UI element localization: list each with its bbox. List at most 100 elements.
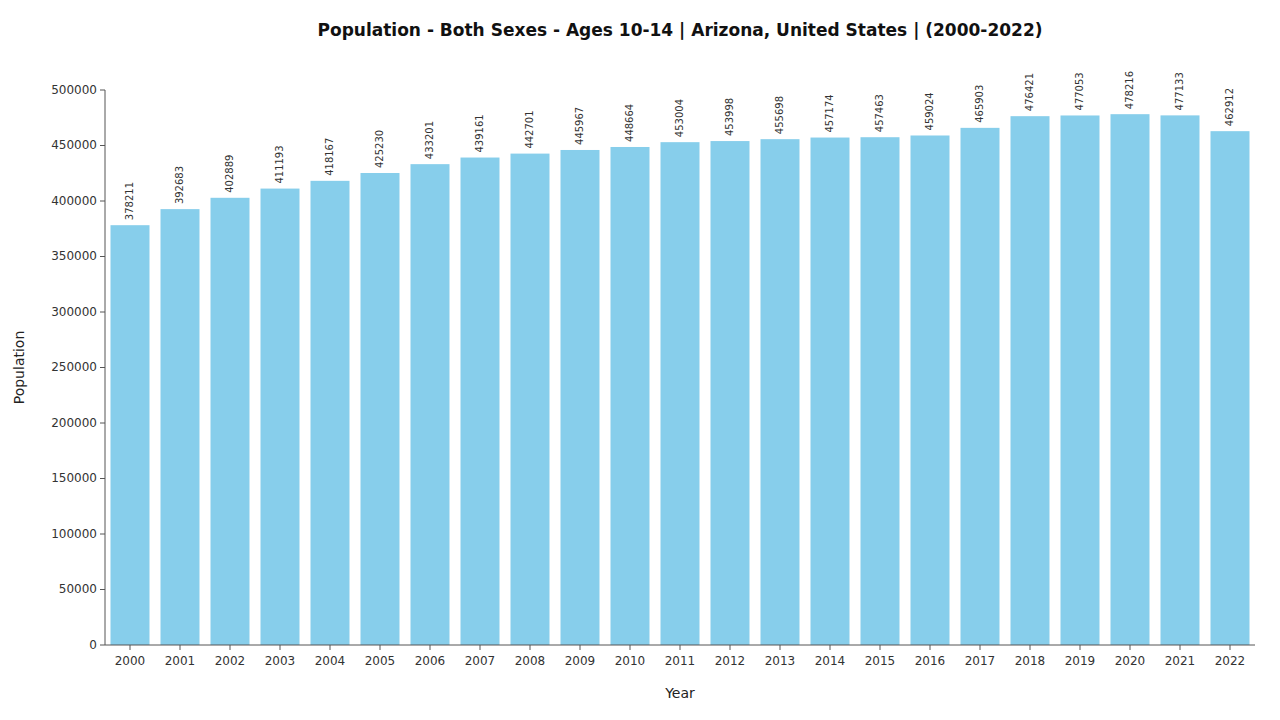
bar: [861, 137, 900, 645]
y-tick: [100, 589, 105, 590]
y-tick: [100, 423, 105, 424]
data-labels: 3782113926834028894111934181674252304332…: [124, 71, 1235, 220]
bar: [961, 128, 1000, 645]
y-tick: [100, 645, 105, 646]
x-tick: [380, 645, 381, 650]
x-tick: [530, 645, 531, 650]
x-tick-label: 2018: [1015, 654, 1046, 668]
y-tick-label: 500000: [51, 83, 97, 97]
y-tick-label: 350000: [51, 249, 97, 263]
data-label: 477053: [1074, 72, 1085, 110]
bar: [1061, 115, 1100, 645]
data-label: 453004: [674, 99, 685, 137]
bar: [461, 158, 500, 645]
x-tick: [980, 645, 981, 650]
x-tick: [1130, 645, 1131, 650]
chart-container: 0500001000001500002000002500003000003500…: [0, 0, 1280, 720]
y-tick: [100, 478, 105, 479]
y-tick: [100, 256, 105, 257]
data-label: 433201: [424, 121, 435, 159]
x-tick-label: 2004: [315, 654, 346, 668]
bar: [161, 209, 200, 645]
x-tick-label: 2000: [115, 654, 146, 668]
x-tick-label: 2010: [615, 654, 646, 668]
x-tick: [430, 645, 431, 650]
data-label: 457174: [824, 94, 835, 132]
x-tick-label: 2021: [1165, 654, 1196, 668]
x-tick-label: 2022: [1215, 654, 1246, 668]
bar: [1111, 114, 1150, 645]
bar: [561, 150, 600, 645]
data-label: 462912: [1224, 88, 1235, 126]
bar: [611, 147, 650, 645]
bar: [1011, 116, 1050, 645]
y-tick-label: 200000: [51, 416, 97, 430]
x-tick-label: 2020: [1115, 654, 1146, 668]
bar: [361, 173, 400, 645]
data-label: 439161: [474, 114, 485, 152]
x-tick: [1080, 645, 1081, 650]
x-tick-label: 2016: [915, 654, 946, 668]
x-tick-label: 2007: [465, 654, 496, 668]
data-label: 378211: [124, 182, 135, 220]
data-label: 448664: [624, 104, 635, 142]
data-label: 445967: [574, 107, 585, 145]
x-tick-label: 2005: [365, 654, 396, 668]
x-tick-label: 2011: [665, 654, 696, 668]
bar: [761, 139, 800, 645]
data-label: 457463: [874, 94, 885, 132]
y-tick: [100, 145, 105, 146]
data-label: 465903: [974, 85, 985, 123]
data-label: 425230: [374, 130, 385, 168]
y-tick-label: 250000: [51, 360, 97, 374]
x-tick: [1180, 645, 1181, 650]
x-tick: [230, 645, 231, 650]
x-tick: [930, 645, 931, 650]
y-tick: [100, 312, 105, 313]
data-label: 418167: [324, 138, 335, 176]
x-tick: [880, 645, 881, 650]
data-label: 476421: [1024, 73, 1035, 111]
x-tick-label: 2014: [815, 654, 846, 668]
bar: [811, 138, 850, 645]
data-label: 477133: [1174, 72, 1185, 110]
y-tick-label: 0: [89, 638, 97, 652]
data-label: 402889: [224, 155, 235, 193]
bar: [511, 154, 550, 645]
y-tick: [100, 534, 105, 535]
axes: 0500001000001500002000002500003000003500…: [51, 83, 1255, 669]
data-label: 478216: [1124, 71, 1135, 109]
x-axis-label: Year: [664, 685, 695, 701]
x-tick-label: 2002: [215, 654, 246, 668]
bars: [111, 114, 1250, 645]
data-label: 459024: [924, 92, 935, 130]
bar: [211, 198, 250, 645]
x-tick-label: 2009: [565, 654, 596, 668]
bar: [661, 142, 700, 645]
x-tick: [180, 645, 181, 650]
x-tick: [630, 645, 631, 650]
x-tick: [780, 645, 781, 650]
bar: [111, 225, 150, 645]
x-tick-label: 2019: [1065, 654, 1096, 668]
y-tick-label: 150000: [51, 471, 97, 485]
y-tick-label: 50000: [59, 582, 97, 596]
bar: [311, 181, 350, 645]
x-tick-label: 2008: [515, 654, 546, 668]
x-tick: [580, 645, 581, 650]
x-tick: [730, 645, 731, 650]
x-tick-label: 2006: [415, 654, 446, 668]
bar: [411, 164, 450, 645]
x-tick-label: 2001: [165, 654, 196, 668]
x-tick-label: 2015: [865, 654, 896, 668]
x-tick: [130, 645, 131, 650]
x-tick: [1030, 645, 1031, 650]
data-label: 392683: [174, 166, 185, 204]
x-tick-label: 2012: [715, 654, 746, 668]
y-tick: [100, 367, 105, 368]
bar: [1161, 115, 1200, 645]
data-label: 455698: [774, 96, 785, 134]
title: Population - Both Sexes - Ages 10-14 | A…: [318, 20, 1043, 40]
bar: [261, 189, 300, 645]
data-label: 442701: [524, 110, 535, 148]
